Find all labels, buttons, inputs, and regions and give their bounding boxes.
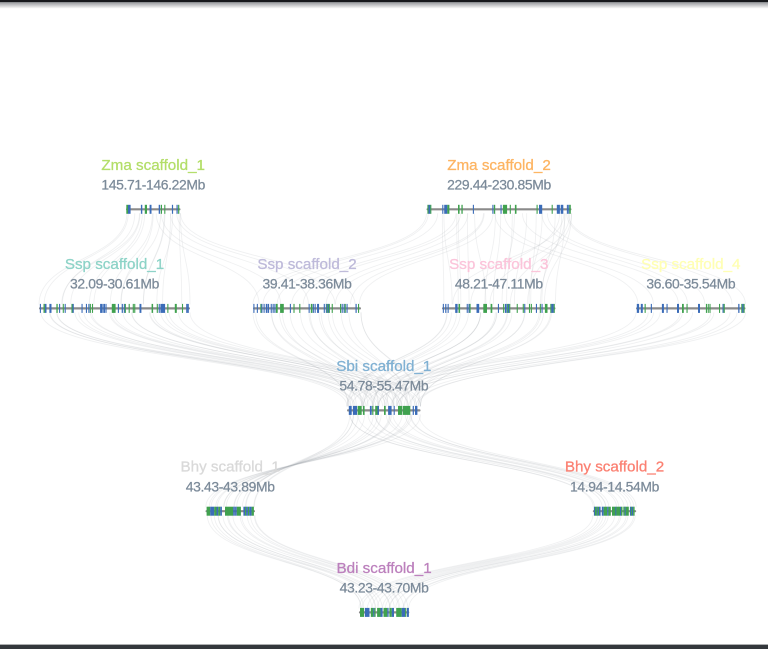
svg-text:Zma scaffold_2: Zma scaffold_2 xyxy=(447,157,551,174)
svg-text:Bhy scaffold_2: Bhy scaffold_2 xyxy=(565,459,664,476)
svg-text:54.78-55.47Mb: 54.78-55.47Mb xyxy=(339,378,429,394)
svg-text:43.43-43.89Mb: 43.43-43.89Mb xyxy=(186,478,276,494)
svg-text:14.94-14.54Mb: 14.94-14.54Mb xyxy=(570,478,660,494)
svg-text:36.60-35.54Mb: 36.60-35.54Mb xyxy=(646,276,736,292)
svg-text:Sbi scaffold_1: Sbi scaffold_1 xyxy=(336,358,431,375)
svg-text:Zma scaffold_1: Zma scaffold_1 xyxy=(101,157,205,174)
svg-text:Ssp scaffold_4: Ssp scaffold_4 xyxy=(641,256,740,273)
svg-text:32.09-30.61Mb: 32.09-30.61Mb xyxy=(70,276,160,292)
svg-text:43.23-43.70Mb: 43.23-43.70Mb xyxy=(340,580,430,596)
svg-text:229.44-230.85Mb: 229.44-230.85Mb xyxy=(447,177,551,193)
svg-text:Bdi scaffold_1: Bdi scaffold_1 xyxy=(337,560,432,577)
svg-text:145.71-146.22Mb: 145.71-146.22Mb xyxy=(101,177,205,193)
svg-text:39.41-38.36Mb: 39.41-38.36Mb xyxy=(263,276,353,292)
svg-text:Ssp scaffold_1: Ssp scaffold_1 xyxy=(65,256,164,273)
svg-text:Ssp scaffold_2: Ssp scaffold_2 xyxy=(257,256,356,273)
svg-text:Ssp scaffold_3: Ssp scaffold_3 xyxy=(449,256,548,273)
svg-text:Bhy scaffold_1: Bhy scaffold_1 xyxy=(181,459,280,476)
svg-text:48.21-47.11Mb: 48.21-47.11Mb xyxy=(455,276,543,292)
